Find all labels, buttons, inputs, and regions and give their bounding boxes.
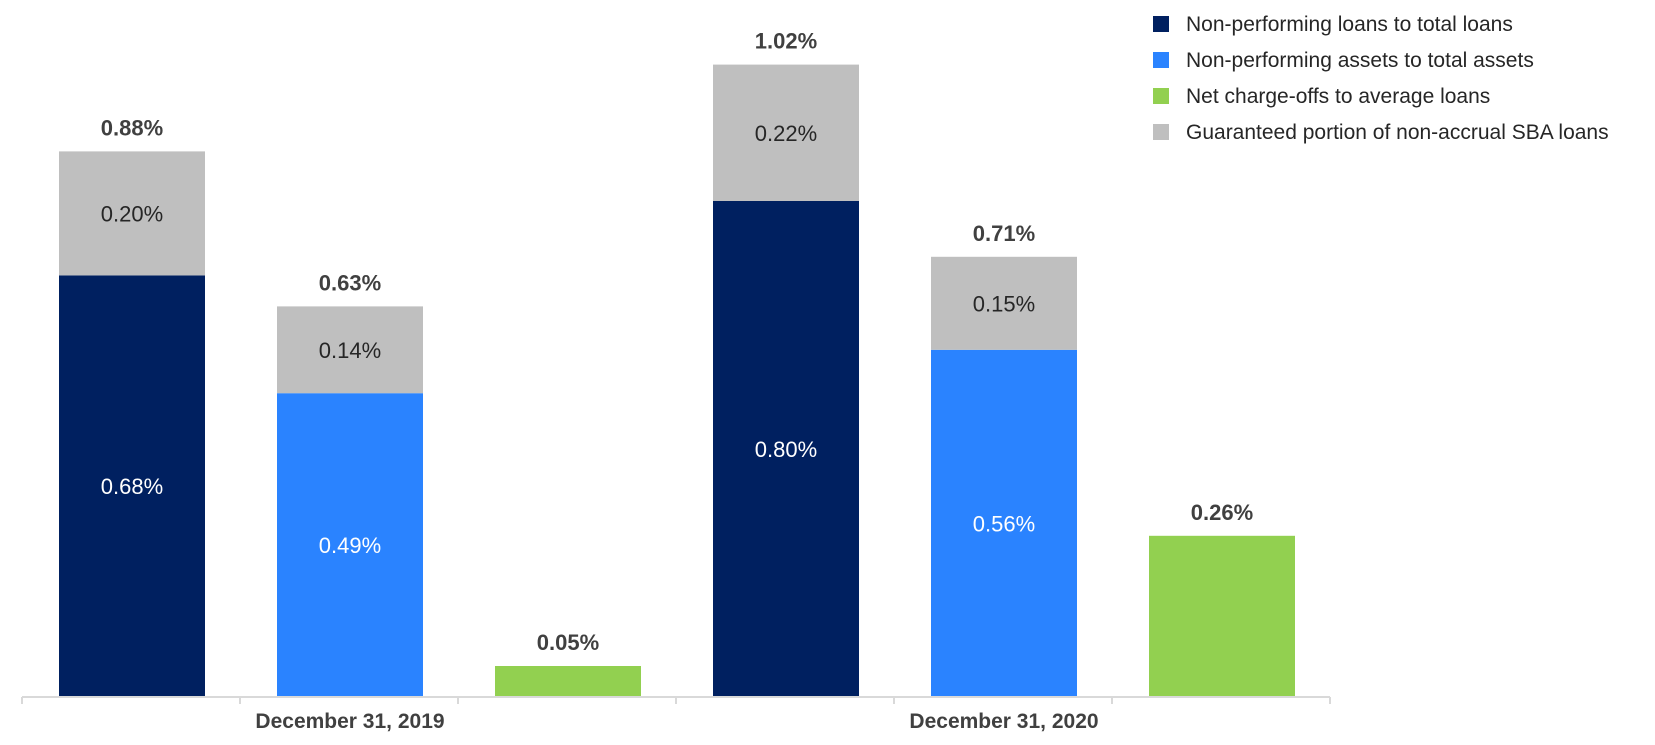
segment-label: 0.49% xyxy=(319,533,381,558)
legend-swatch xyxy=(1153,52,1169,68)
bar-segment xyxy=(713,64,859,201)
legend-label: Non-performing assets to total assets xyxy=(1186,49,1534,72)
total-label: 0.71% xyxy=(973,221,1035,246)
legend-label: Net charge-offs to average loans xyxy=(1186,85,1490,108)
bar-segment xyxy=(495,666,641,697)
legend-label: Non-performing loans to total loans xyxy=(1186,13,1513,36)
segment-label: 0.68% xyxy=(101,474,163,499)
legend-swatch xyxy=(1153,16,1169,32)
x-axis: December 31, 2019 December 31, 2020 xyxy=(21,696,1331,733)
total-label: 0.05% xyxy=(537,630,599,655)
total-label: 1.02% xyxy=(755,29,817,54)
segment-label: 0.15% xyxy=(973,291,1035,316)
segment-label: 0.14% xyxy=(319,338,381,363)
bars-layer: 0.68% 0.20% 0.88% 0.49% 0.14% 0.63% 0.05% 0.80%… xyxy=(59,29,1295,697)
segment-label: 0.80% xyxy=(755,437,817,462)
total-label: 0.88% xyxy=(101,115,163,140)
legend-label: Guaranteed portion of non-accrual SBA lo… xyxy=(1186,121,1609,144)
bar-segment xyxy=(931,349,1077,697)
legend: Non-performing loans to total loans Non-p… xyxy=(1153,13,1609,144)
legend-swatch xyxy=(1153,124,1169,140)
total-label: 0.63% xyxy=(319,270,381,295)
bar-segment xyxy=(59,275,205,697)
segment-label: 0.22% xyxy=(755,121,817,146)
total-label: 0.26% xyxy=(1191,500,1253,525)
segment-label: 0.20% xyxy=(101,201,163,226)
category-label: December 31, 2020 xyxy=(909,710,1098,733)
bar-segment xyxy=(277,393,423,697)
bar-segment xyxy=(931,256,1077,350)
category-label: December 31, 2019 xyxy=(255,710,444,733)
bar-segment xyxy=(277,306,423,394)
bar-segment xyxy=(1149,535,1295,697)
segment-label: 0.56% xyxy=(973,511,1035,536)
bar-segment xyxy=(713,201,859,697)
legend-swatch xyxy=(1153,88,1169,104)
bar-segment xyxy=(59,151,205,276)
